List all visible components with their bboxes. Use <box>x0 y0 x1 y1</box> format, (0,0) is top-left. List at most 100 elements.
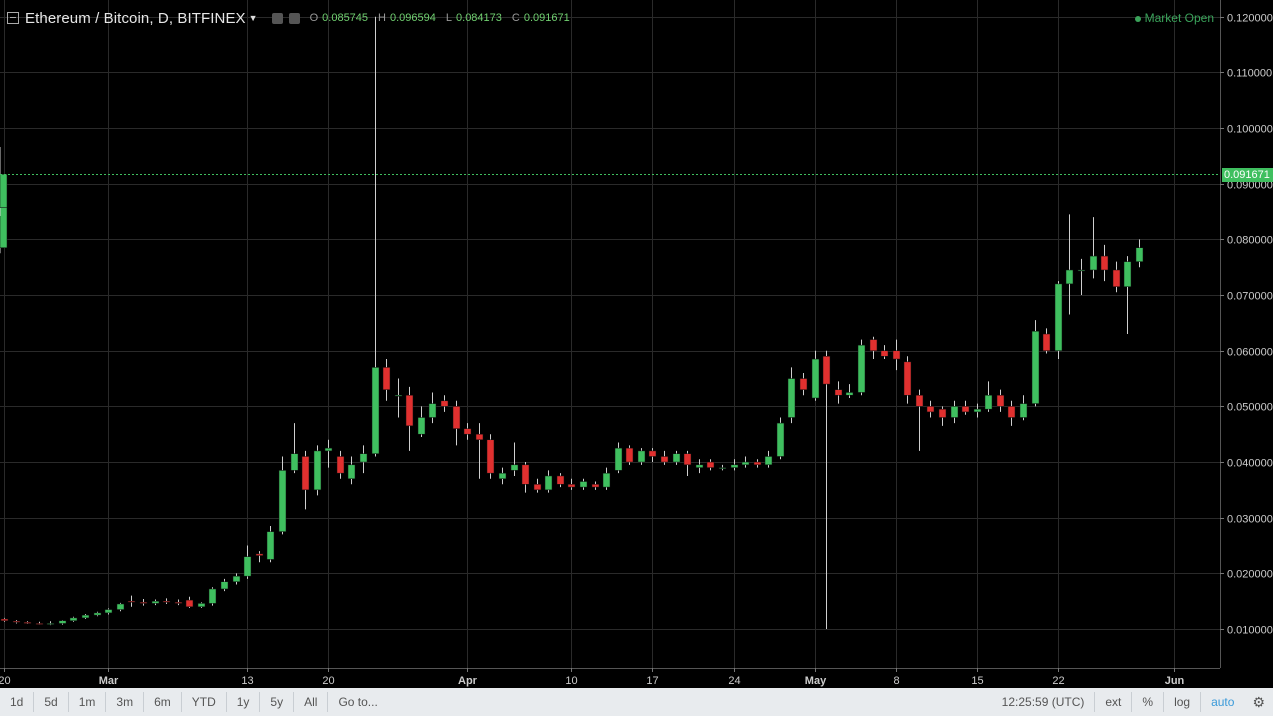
candle-body <box>463 428 472 435</box>
candle-body <box>151 600 160 604</box>
candle <box>185 596 194 608</box>
candle <box>961 400 970 415</box>
candle-body <box>845 392 854 396</box>
y-tick-label: 0.090000 <box>1227 180 1273 192</box>
bottom-toolbar: 1d 5d 1m 3m 6m YTD 1y 5y All Go to... 12… <box>0 688 1273 716</box>
candle-body <box>1065 269 1074 285</box>
candle-body <box>764 456 773 466</box>
x-tick-label: 24 <box>728 675 740 687</box>
candle-body <box>544 475 553 491</box>
candle-body <box>475 433 484 441</box>
candle <box>1077 258 1086 296</box>
candle <box>313 445 322 496</box>
range-6m-button[interactable]: 6m <box>144 692 182 712</box>
candle <box>1054 281 1063 360</box>
candle <box>46 621 55 626</box>
candle <box>0 146 8 216</box>
market-status: Market Open <box>1134 11 1214 25</box>
candle <box>428 392 437 424</box>
candle-body <box>1112 269 1121 287</box>
candle <box>695 459 704 474</box>
x-tick-label: Mar <box>99 675 119 687</box>
candle-body <box>776 422 785 457</box>
candle-body <box>46 623 55 625</box>
candle-body <box>313 450 322 491</box>
candle <box>475 423 484 479</box>
candle-body <box>93 612 102 616</box>
candle <box>857 339 866 396</box>
candle-body <box>185 599 194 608</box>
x-tick-label: Jun <box>1165 675 1185 687</box>
candle-body <box>741 461 750 466</box>
candle-body <box>324 447 333 452</box>
chevron-down-icon[interactable]: ▼ <box>248 13 258 23</box>
candle <box>116 602 125 612</box>
time-axis[interactable]: 20 Mar 13 20 Apr 10 17 24 May 8 15 22 Jun <box>0 668 1185 687</box>
candle <box>938 406 947 426</box>
candle-body <box>880 350 889 357</box>
range-ytd-button[interactable]: YTD <box>182 692 227 712</box>
settings-icon[interactable] <box>288 12 300 24</box>
log-toggle[interactable]: log <box>1163 692 1200 712</box>
x-tick-label: 8 <box>893 675 899 687</box>
chart-header: Ethereum / Bitcoin, D, BITFINEX ▼ O 0.08… <box>0 0 1220 36</box>
candle <box>266 526 275 563</box>
grid-lines <box>0 0 1220 668</box>
x-tick-label: May <box>805 675 827 687</box>
candle-body <box>440 400 449 407</box>
candle <box>69 616 78 622</box>
candle-body <box>116 603 125 610</box>
candle-body <box>498 472 507 479</box>
ext-toggle[interactable]: ext <box>1094 692 1131 712</box>
y-tick-label: 0.120000 <box>1227 13 1273 25</box>
candle <box>533 478 542 493</box>
candle <box>139 598 148 606</box>
candle-body <box>1089 255 1098 271</box>
candle <box>162 598 171 604</box>
candle-body <box>973 408 982 413</box>
range-1y-button[interactable]: 1y <box>227 692 261 712</box>
candle <box>232 573 241 585</box>
candle <box>510 442 519 476</box>
range-all-button[interactable]: All <box>294 692 329 712</box>
percent-toggle[interactable]: % <box>1131 692 1163 712</box>
range-3m-button[interactable]: 3m <box>106 692 145 712</box>
goto-button[interactable]: Go to... <box>338 695 378 709</box>
candle <box>1135 239 1144 268</box>
candle-body <box>926 406 935 413</box>
candle <box>0 205 8 254</box>
candle-body <box>0 173 8 208</box>
candle-body <box>892 350 901 360</box>
candle-body <box>428 403 437 418</box>
candle-body <box>58 620 67 624</box>
collapse-icon[interactable] <box>7 12 19 24</box>
candle-body <box>706 461 715 468</box>
eye-icon[interactable] <box>271 12 283 24</box>
candle <box>926 400 935 418</box>
range-5d-button[interactable]: 5d <box>34 692 69 712</box>
candle-body <box>301 456 310 491</box>
last-price-label: 0.091671 <box>1222 167 1273 182</box>
x-tick-label: 22 <box>1052 675 1064 687</box>
symbol-title[interactable]: Ethereum / Bitcoin, D, BITFINEX <box>25 9 246 27</box>
candle <box>764 450 773 468</box>
candle <box>278 456 287 535</box>
candle-body <box>1031 330 1040 404</box>
candle-body <box>0 618 9 621</box>
candle-body <box>417 417 426 435</box>
range-1d-button[interactable]: 1d <box>0 692 35 712</box>
candle-body <box>1100 255 1109 271</box>
price-axis[interactable]: 0.010000 0.020000 0.030000 0.040000 0.050000… <box>1220 13 1273 637</box>
candlestick-chart[interactable]: 0.010000 0.020000 0.030000 0.040000 0.050000… <box>0 0 1273 688</box>
candle <box>591 481 600 490</box>
candle <box>730 459 739 471</box>
candle <box>776 417 785 460</box>
y-tick-label: 0.060000 <box>1227 347 1273 359</box>
candle <box>544 470 553 493</box>
auto-toggle[interactable]: auto <box>1200 692 1244 712</box>
range-5y-button[interactable]: 5y <box>260 692 295 712</box>
gear-icon[interactable]: ⚙ <box>1252 693 1265 710</box>
x-tick-label: Apr <box>458 675 478 687</box>
range-1m-button[interactable]: 1m <box>69 692 107 712</box>
candle-body <box>1123 261 1132 287</box>
